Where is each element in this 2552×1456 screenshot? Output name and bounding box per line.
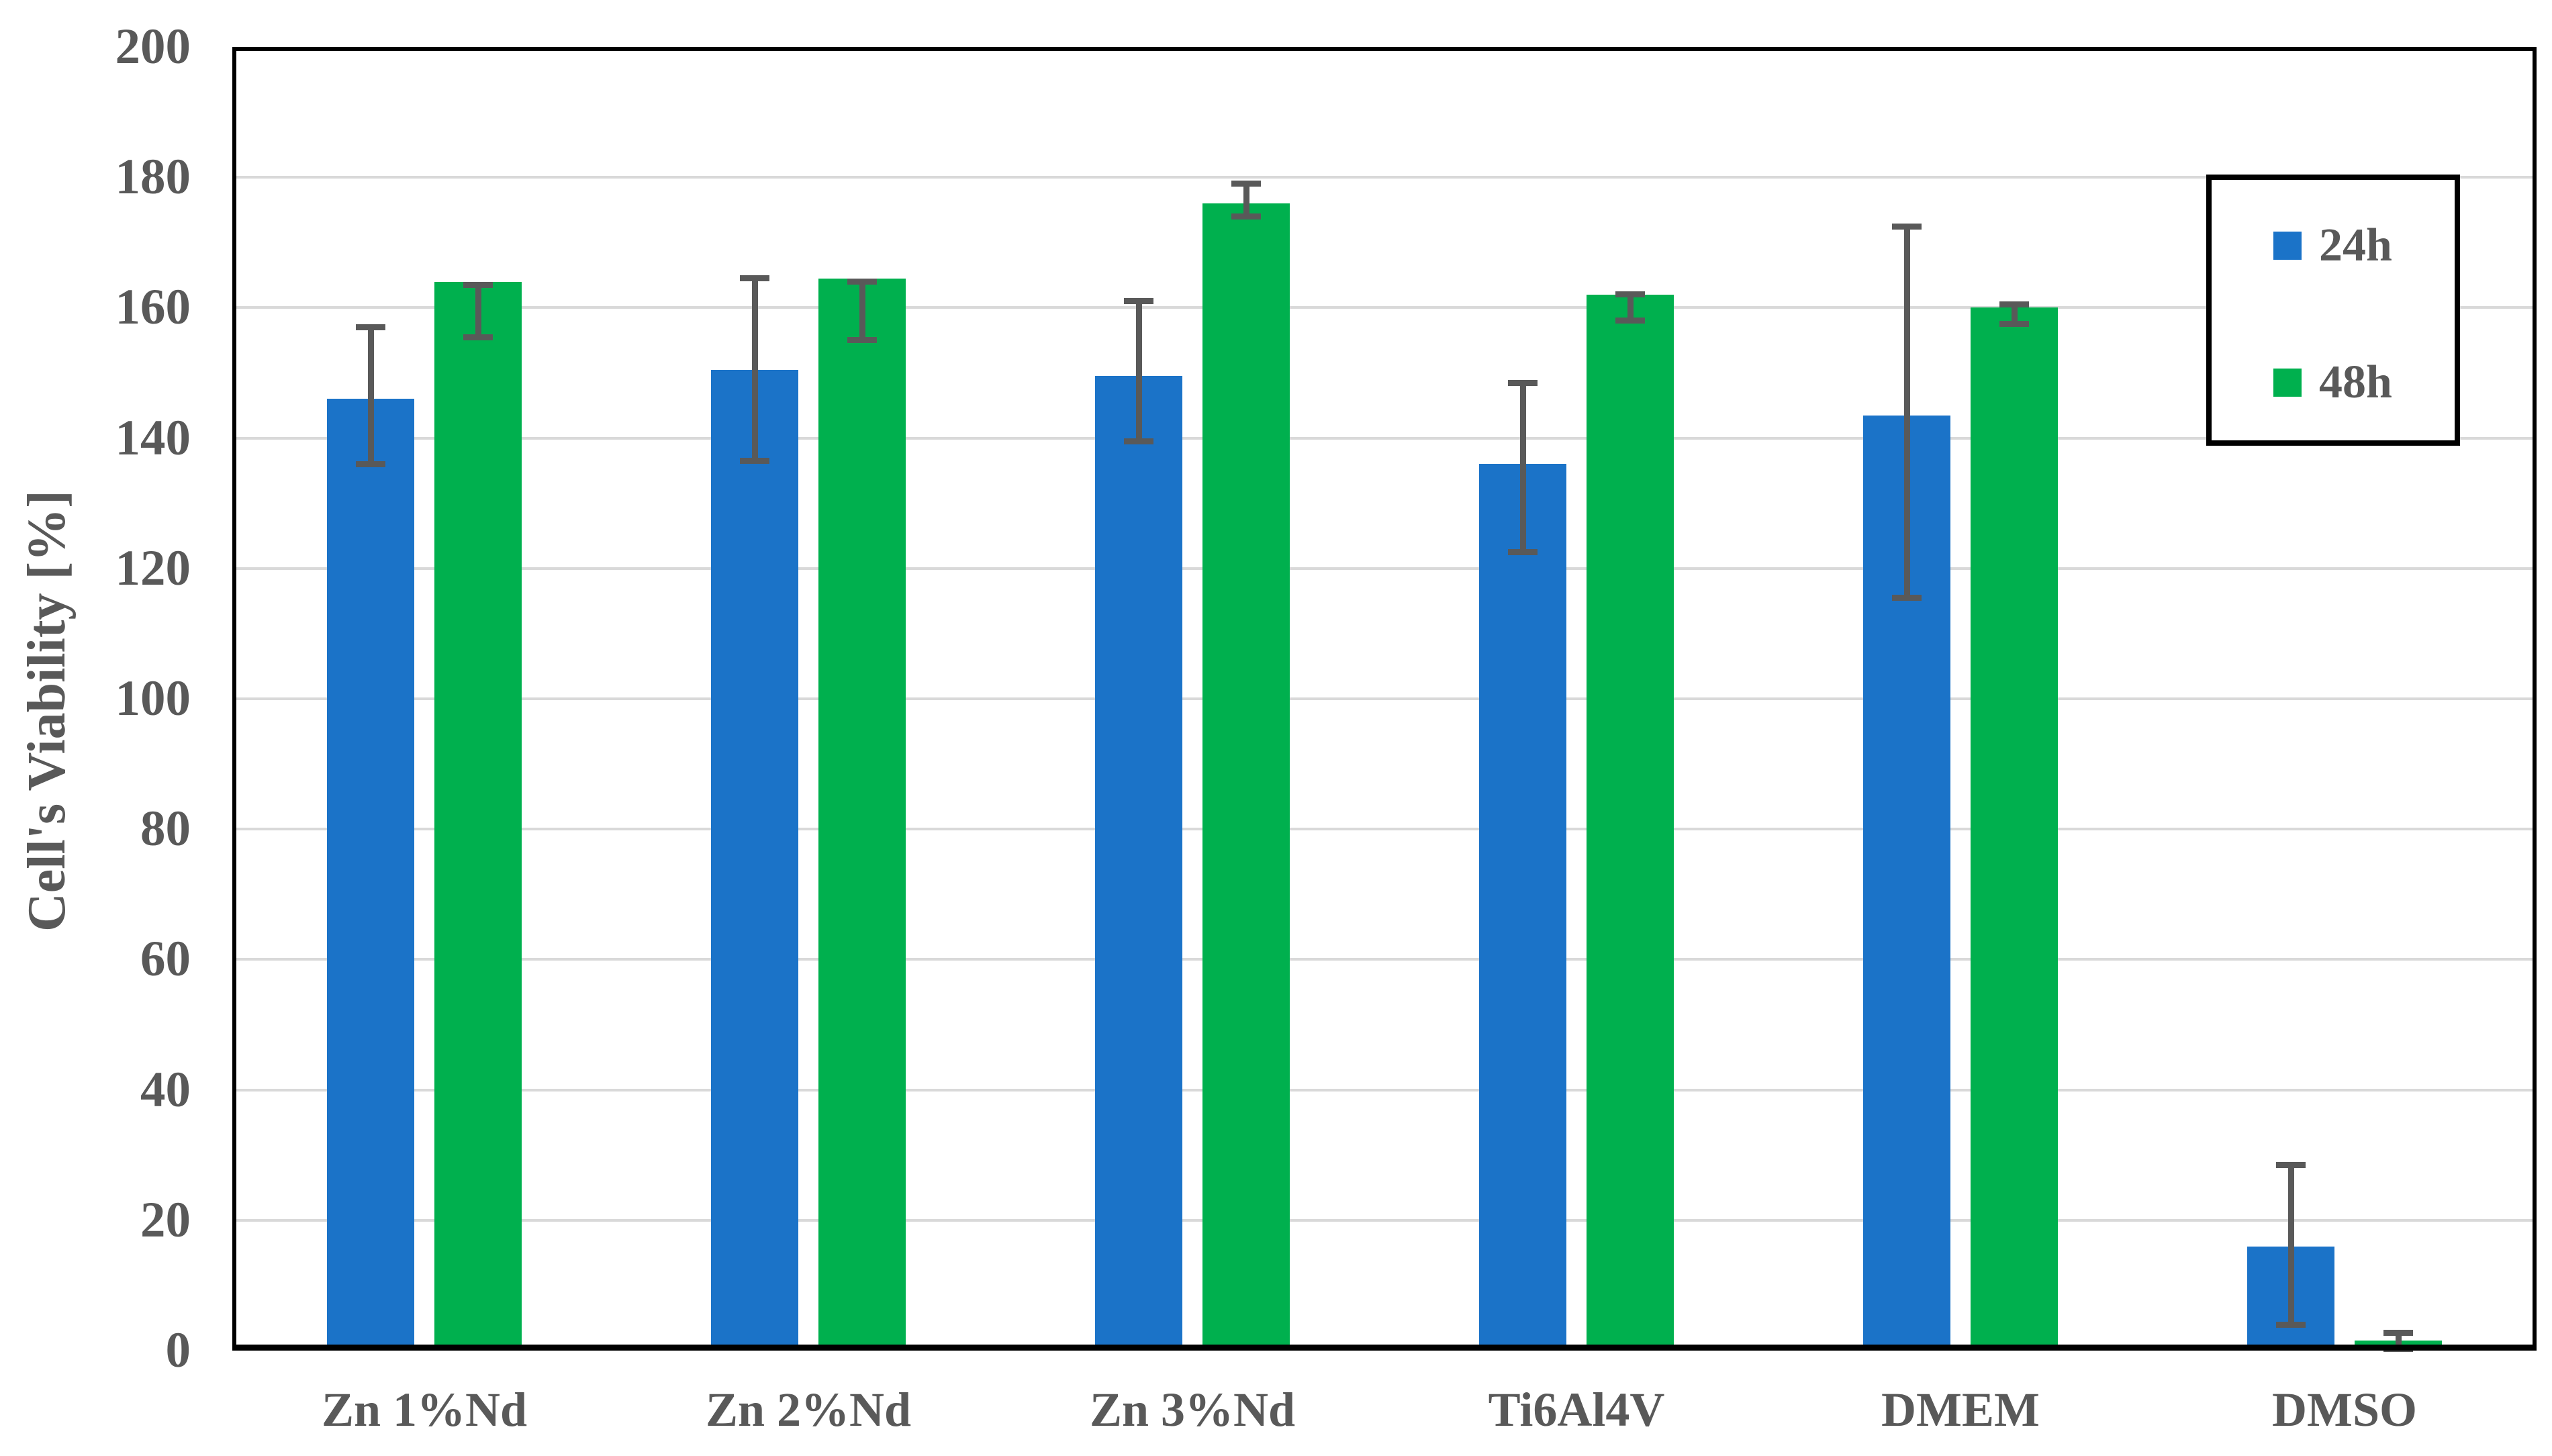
error-cap-high-48h-Ti6Al4V (1615, 291, 1645, 298)
legend-swatch-48h (2273, 369, 2302, 397)
bar-48h-Ti6Al4V (1587, 294, 1674, 1351)
error-bar-48h-DMSO (2395, 1332, 2402, 1349)
error-cap-high-24h-DMSO (2276, 1161, 2306, 1168)
bar-48h-Zn 1%Nd (434, 281, 522, 1351)
error-bar-48h-Zn 2%Nd (859, 281, 865, 340)
error-cap-low-24h-DMEM (1892, 594, 1922, 601)
error-cap-high-24h-Zn 1%Nd (356, 324, 385, 331)
y-tick-label-20: 20 (140, 1192, 191, 1248)
error-cap-low-24h-Zn 1%Nd (356, 460, 385, 467)
error-bar-24h-Zn 1%Nd (367, 327, 374, 465)
error-cap-high-24h-Ti6Al4V (1508, 379, 1538, 386)
error-bar-48h-Zn 1%Nd (475, 285, 481, 338)
error-bar-48h-Zn 3%Nd (1243, 183, 1249, 217)
error-cap-low-48h-Zn 1%Nd (463, 334, 493, 340)
error-bar-24h-Ti6Al4V (1519, 383, 1526, 552)
x-axis-line (232, 1345, 2537, 1351)
error-bar-24h-Zn 3%Nd (1135, 301, 1142, 442)
error-cap-low-48h-Zn 3%Nd (1231, 213, 1261, 220)
error-cap-low-48h-Ti6Al4V (1615, 318, 1645, 324)
y-tick-label-80: 80 (140, 801, 191, 857)
bar-24h-Zn 1%Nd (327, 399, 414, 1351)
x-axis-label-Zn 1%Nd: Zn 1%Nd (321, 1383, 528, 1437)
bar-48h-Zn 3%Nd (1202, 203, 1290, 1351)
error-bar-48h-DMEM (2011, 304, 2018, 324)
error-cap-high-24h-DMEM (1892, 223, 1922, 230)
bar-48h-Zn 2%Nd (818, 278, 906, 1351)
x-axis-label-Zn 3%Nd: Zn 3%Nd (1089, 1383, 1296, 1437)
legend: 24h 48h (2206, 175, 2460, 446)
legend-label-48h: 48h (2319, 356, 2392, 408)
gridline-60 (232, 958, 2537, 961)
error-cap-high-24h-Zn 2%Nd (740, 275, 769, 282)
error-cap-high-48h-DMSO (2383, 1330, 2413, 1337)
error-cap-low-24h-Zn 3%Nd (1124, 438, 1153, 444)
error-bar-24h-Zn 2%Nd (751, 278, 758, 461)
y-tick-label-60: 60 (140, 931, 191, 987)
bar-24h-Ti6Al4V (1479, 464, 1566, 1351)
error-cap-high-48h-Zn 3%Nd (1231, 181, 1261, 187)
error-bar-24h-DMEM (1903, 226, 1910, 598)
x-axis-label-DMSO: DMSO (2272, 1383, 2417, 1437)
x-axis-label-Ti6Al4V: Ti6Al4V (1488, 1383, 1665, 1437)
gridline-140 (232, 436, 2537, 440)
x-axis-label-Zn 2%Nd: Zn 2%Nd (705, 1383, 912, 1437)
error-cap-high-48h-Zn 2%Nd (847, 279, 877, 285)
error-cap-low-48h-DMEM (1999, 321, 2029, 328)
y-tick-label-180: 180 (115, 149, 191, 205)
gridline-40 (232, 1088, 2537, 1091)
error-cap-low-24h-Ti6Al4V (1508, 549, 1538, 556)
error-cap-low-48h-Zn 2%Nd (847, 337, 877, 344)
legend-entry-24h: 24h (2273, 216, 2392, 275)
legend-label-24h: 24h (2319, 220, 2392, 271)
y-tick-label-160: 160 (115, 279, 191, 336)
bar-24h-Zn 3%Nd (1095, 376, 1182, 1351)
error-cap-high-48h-DMEM (1999, 301, 2029, 308)
gridline-180 (232, 176, 2537, 179)
error-cap-low-24h-DMSO (2276, 1321, 2306, 1328)
bar-48h-DMEM (1971, 307, 2058, 1351)
bar-24h-Zn 2%Nd (711, 369, 798, 1351)
y-tick-label-140: 140 (115, 409, 191, 466)
legend-swatch-24h (2273, 232, 2302, 260)
error-cap-high-48h-Zn 1%Nd (463, 281, 493, 288)
error-cap-low-24h-Zn 2%Nd (740, 458, 769, 465)
gridline-80 (232, 828, 2537, 831)
error-cap-high-24h-Zn 3%Nd (1124, 298, 1153, 305)
y-tick-label-0: 0 (165, 1322, 191, 1378)
legend-entry-48h: 48h (2273, 353, 2392, 412)
y-tick-label-120: 120 (115, 540, 191, 596)
gridline-20 (232, 1218, 2537, 1222)
gridline-120 (232, 567, 2537, 570)
gridline-100 (232, 697, 2537, 700)
x-axis-label-DMEM: DMEM (1881, 1383, 2040, 1437)
error-bar-48h-Ti6Al4V (1627, 294, 1634, 321)
y-tick-label-100: 100 (115, 671, 191, 726)
y-tick-label-40: 40 (140, 1061, 191, 1118)
y-tick-label-200: 200 (115, 19, 191, 75)
error-bar-24h-DMSO (2287, 1165, 2294, 1325)
gridline-160 (232, 306, 2537, 309)
